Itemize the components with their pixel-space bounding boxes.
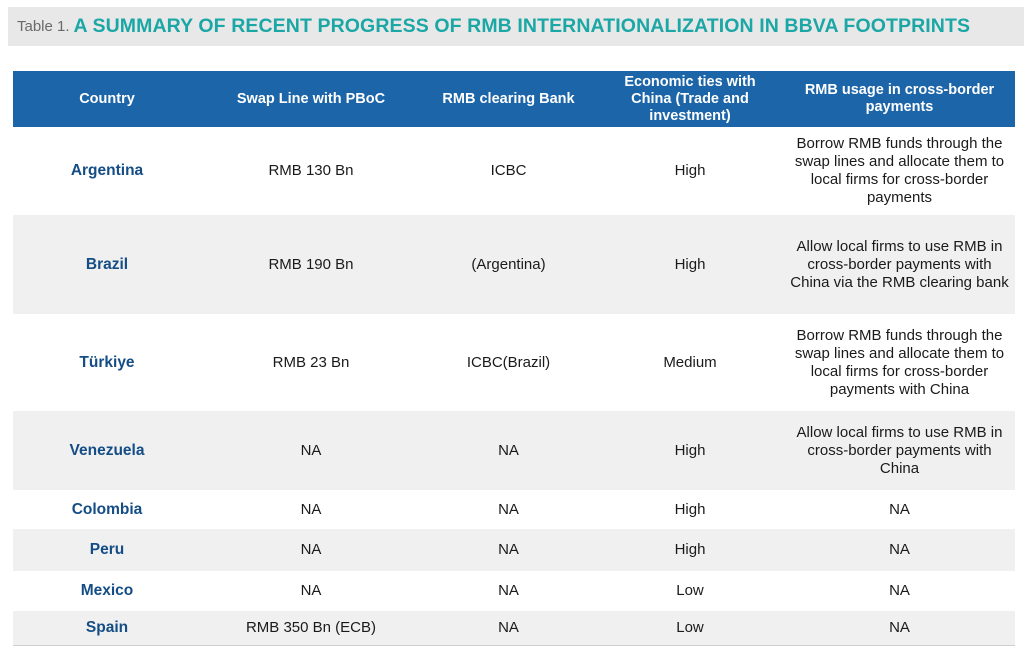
table-title: A SUMMARY OF RECENT PROGRESS OF RMB INTE… <box>73 15 971 37</box>
swap-line-cell: RMB 130 Bn <box>268 162 354 179</box>
rmb-usage-cell: NA <box>784 529 1015 571</box>
table-row: Spain RMB 350 Bn (ECB) NA Low NA <box>13 611 1015 646</box>
swap-line-cell: RMB 23 Bn <box>272 353 350 371</box>
economic-ties-cell: High <box>596 411 784 490</box>
header-rmb-usage: RMB usage in cross-border payments <box>784 71 1015 127</box>
clearing-bank-cell: ICBC <box>490 162 527 179</box>
country-cell: Türkiye <box>79 353 135 371</box>
clearing-bank-cell: ICBC(Brazil) <box>466 353 551 371</box>
country-cell: Brazil <box>13 215 201 314</box>
economic-ties-cell: High <box>674 500 706 518</box>
table-title-bar: Table 1. A SUMMARY OF RECENT PROGRESS OF… <box>8 7 1024 46</box>
table-row: Mexico NA NA Low NA <box>13 571 1015 611</box>
header-country: Country <box>13 71 201 127</box>
swap-line-cell: NA <box>300 582 322 599</box>
swap-line-cell: RMB 190 Bn <box>201 215 421 314</box>
economic-ties-cell: Low <box>676 582 704 599</box>
header-swap-line: Swap Line with PBoC <box>201 71 421 127</box>
clearing-bank-cell: NA <box>421 529 596 571</box>
rmb-usage-cell: NA <box>889 582 910 599</box>
country-cell: Colombia <box>71 500 143 518</box>
rmb-usage-cell: Borrow RMB funds through the swap lines … <box>794 135 1005 206</box>
swap-line-cell: NA <box>300 500 322 518</box>
swap-line-cell: RMB 350 Bn (ECB) <box>201 611 421 646</box>
country-cell: Spain <box>13 611 201 646</box>
economic-ties-cell: High <box>674 162 706 179</box>
header-clearing-bank: RMB clearing Bank <box>421 71 596 127</box>
clearing-bank-cell: NA <box>498 500 519 518</box>
header-row: Country Swap Line with PBoC RMB clearing… <box>13 71 1015 127</box>
economic-ties-cell: Medium <box>663 353 717 371</box>
table-row: Argentina RMB 130 Bn ICBC High Borrow RM… <box>13 127 1015 215</box>
economic-ties-cell: Low <box>596 611 784 646</box>
table-row: Brazil RMB 190 Bn (Argentina) High Allow… <box>13 215 1015 314</box>
rmb-usage-cell: Borrow RMB funds through the swap lines … <box>794 326 1005 398</box>
table-number: Table 1. <box>17 18 70 35</box>
economic-ties-cell: High <box>596 529 784 571</box>
table-row: Türkiye RMB 23 Bn ICBC(Brazil) Medium Bo… <box>13 314 1015 411</box>
country-cell: Peru <box>13 529 201 571</box>
swap-line-cell: NA <box>201 529 421 571</box>
table-row: Peru NA NA High NA <box>13 529 1015 571</box>
rmb-usage-cell: Allow local firms to use RMB in cross-bo… <box>784 215 1015 314</box>
country-cell: Venezuela <box>13 411 201 490</box>
rmb-usage-cell: NA <box>889 500 910 518</box>
country-cell: Argentina <box>70 162 144 179</box>
header-economic-ties: Economic ties with China (Trade and inve… <box>596 71 784 127</box>
rmb-usage-cell: NA <box>784 611 1015 646</box>
rmb-usage-cell: Allow local firms to use RMB in cross-bo… <box>784 411 1015 490</box>
clearing-bank-cell: NA <box>421 611 596 646</box>
swap-line-cell: NA <box>201 411 421 490</box>
clearing-bank-cell: NA <box>498 582 519 599</box>
clearing-bank-cell: (Argentina) <box>421 215 596 314</box>
summary-table: Country Swap Line with PBoC RMB clearing… <box>13 71 1015 646</box>
economic-ties-cell: High <box>596 215 784 314</box>
table-row: Venezuela NA NA High Allow local firms t… <box>13 411 1015 490</box>
clearing-bank-cell: NA <box>421 411 596 490</box>
table-row: Colombia NA NA High NA <box>13 490 1015 529</box>
country-cell: Mexico <box>80 582 134 599</box>
